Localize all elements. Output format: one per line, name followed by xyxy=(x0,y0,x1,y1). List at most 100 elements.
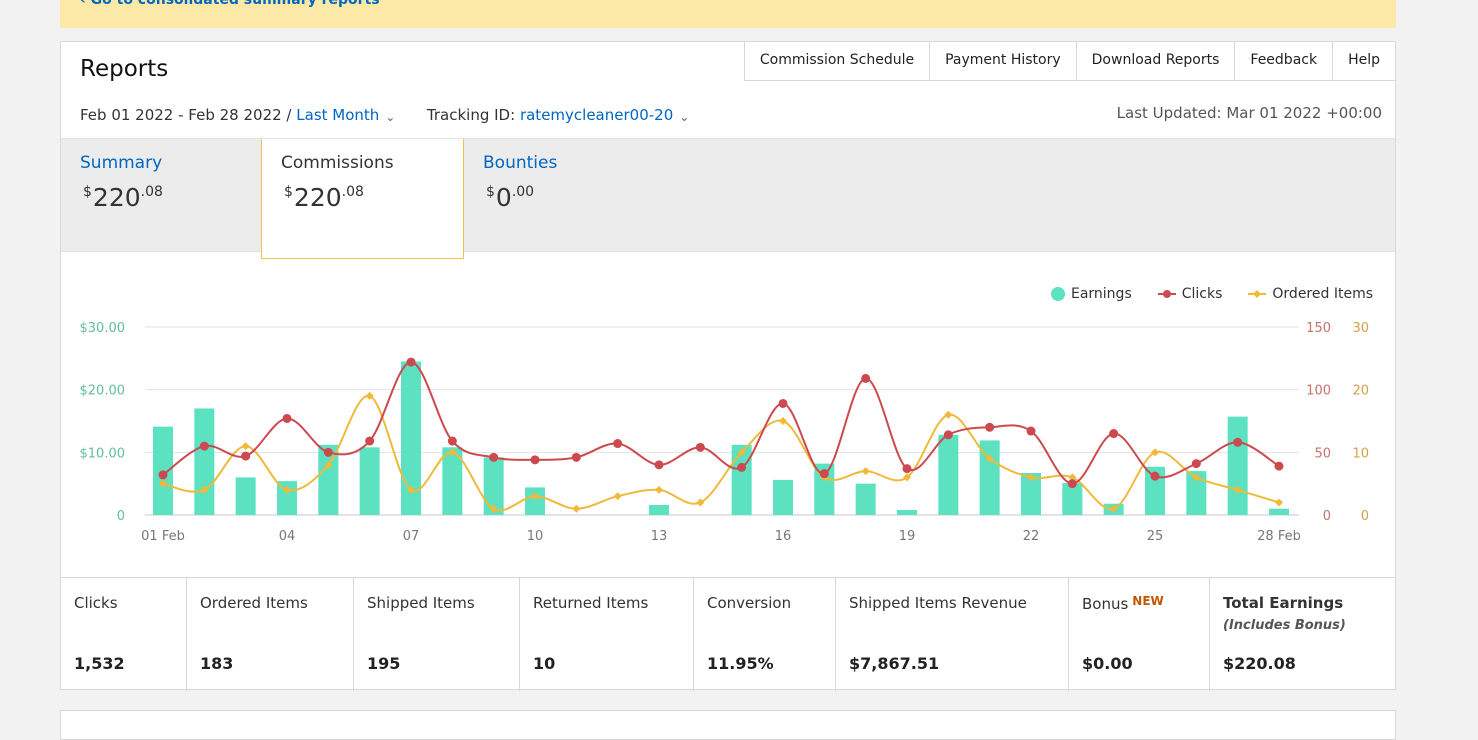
earnings-bar xyxy=(442,447,463,515)
nav-commission-schedule[interactable]: Commission Schedule xyxy=(745,42,931,80)
ordered-items-point xyxy=(489,504,498,513)
ordered-items-point xyxy=(696,498,705,507)
clicks-point xyxy=(1191,459,1201,469)
page-title: Reports xyxy=(80,56,169,82)
clicks-point xyxy=(861,373,871,383)
ordered-items-point xyxy=(1233,485,1242,494)
left-axis-tick: $20.00 xyxy=(80,384,126,399)
consolidated-banner: ‹ Go to consolidated summary reports xyxy=(60,0,1396,28)
clicks-point xyxy=(613,439,623,449)
clicks-point xyxy=(406,357,416,367)
stat-total-earnings: Total Earnings (Includes Bonus) $220.08 xyxy=(1223,594,1346,673)
clicks-point xyxy=(985,422,995,432)
ordered-items-point xyxy=(200,485,209,494)
right-axis-items-tick: 0 xyxy=(1361,509,1369,524)
ordered-items-point xyxy=(985,454,994,463)
chevron-down-icon: ⌄ xyxy=(385,110,396,124)
tab-label: Commissions xyxy=(281,153,394,173)
ordered-items-point xyxy=(861,467,870,476)
earnings-bar xyxy=(979,440,1000,515)
tab-bounties[interactable]: Bounties $0.00 xyxy=(464,139,664,253)
clicks-point xyxy=(819,469,829,479)
ordered-items-point xyxy=(324,460,333,469)
legend-ordered-items[interactable]: Ordered Items xyxy=(1248,286,1373,302)
earnings-bar xyxy=(773,479,793,515)
earnings-bar xyxy=(525,487,545,515)
stat-shipped-revenue: Shipped Items Revenue $7,867.51 xyxy=(836,578,1069,691)
ordered-items-point xyxy=(283,485,291,494)
earnings-bar xyxy=(1227,416,1248,515)
ordered-items-point xyxy=(903,473,911,482)
right-axis-clicks-tick: 150 xyxy=(1306,321,1331,336)
ordered-items-point xyxy=(613,492,622,501)
earnings-bar xyxy=(318,444,339,515)
clicks-point xyxy=(902,464,912,474)
x-axis-tick: 19 xyxy=(899,529,916,544)
legend-clicks[interactable]: Clicks xyxy=(1157,286,1222,302)
earnings-bar xyxy=(194,408,215,515)
left-axis-tick: $30.00 xyxy=(80,321,126,336)
report-tabs: Summary $220.08 Commissions $220.08 Boun… xyxy=(61,138,1395,259)
x-axis-tick: 16 xyxy=(775,529,792,544)
clicks-point xyxy=(1233,437,1243,447)
tab-commissions[interactable]: Commissions $220.08 xyxy=(261,139,464,259)
consolidated-summary-link[interactable]: ‹ Go to consolidated summary reports xyxy=(80,0,380,8)
x-axis-tick: 01 Feb xyxy=(141,529,185,544)
ordered-items-point xyxy=(655,485,663,494)
filter-row: Feb 01 2022 - Feb 28 2022 / Last Month ⌄ … xyxy=(80,106,689,124)
top-nav: Commission Schedule Payment History Down… xyxy=(743,42,1395,81)
stat-conversion: Conversion 11.95% xyxy=(694,578,836,691)
earnings-bar xyxy=(855,483,876,515)
clicks-point xyxy=(571,452,581,462)
earnings-bar xyxy=(1186,471,1207,515)
ordered-items-point xyxy=(572,504,581,513)
clicks-point xyxy=(489,452,499,462)
date-preset-label: Last Month xyxy=(296,106,380,124)
earnings-bar xyxy=(649,504,669,515)
earnings-bar xyxy=(1269,508,1289,515)
tab-label: Summary xyxy=(80,153,163,173)
ordered-items-point xyxy=(531,492,539,501)
ordered-items-point xyxy=(159,479,167,488)
clicks-point xyxy=(654,460,664,470)
ordered-items-point xyxy=(1027,473,1035,482)
clicks-point xyxy=(199,441,209,451)
tab-summary[interactable]: Summary $220.08 xyxy=(61,139,261,253)
right-axis-clicks-tick: 50 xyxy=(1314,446,1331,461)
legend-earnings[interactable]: Earnings xyxy=(1050,286,1132,302)
earnings-bar xyxy=(235,477,256,515)
x-axis-tick: 10 xyxy=(527,529,544,544)
date-preset-dropdown[interactable]: Last Month ⌄ xyxy=(296,106,400,124)
ordered-items-point xyxy=(1192,473,1201,482)
tab-amount: $220.08 xyxy=(83,183,163,212)
ordered-items-point xyxy=(1151,448,1159,457)
nav-feedback[interactable]: Feedback xyxy=(1235,42,1334,80)
last-updated: Last Updated: Mar 01 2022 +00:00 xyxy=(1116,104,1382,122)
stat-clicks: Clicks 1,532 xyxy=(61,578,187,691)
x-axis-tick: 13 xyxy=(651,529,668,544)
ordered-items-point xyxy=(1068,473,1077,482)
ordered-items-point xyxy=(241,442,250,451)
clicks-point xyxy=(737,462,747,472)
chart-legend: Earnings Clicks Ordered Items xyxy=(1050,286,1373,302)
earnings-bar xyxy=(938,434,959,515)
earnings-bar xyxy=(401,361,421,515)
x-axis-tick: 07 xyxy=(403,529,420,544)
x-axis-tick: 04 xyxy=(279,529,296,544)
x-axis-tick: 28 Feb xyxy=(1257,529,1301,544)
nav-download-reports[interactable]: Download Reports xyxy=(1077,42,1236,80)
earnings-bar xyxy=(897,509,917,515)
stat-returned-items: Returned Items 10 xyxy=(520,578,694,691)
nav-help[interactable]: Help xyxy=(1348,52,1380,68)
ordered-items-point xyxy=(1109,504,1118,513)
ordered-items-point xyxy=(737,448,746,457)
clicks-point xyxy=(282,413,292,423)
clicks-point xyxy=(158,470,168,480)
right-axis-items-tick: 20 xyxy=(1352,384,1369,399)
clicks-point xyxy=(241,451,251,461)
clicks-point xyxy=(323,447,333,457)
nav-payment-history[interactable]: Payment History xyxy=(930,42,1077,80)
earnings-bar xyxy=(1062,483,1083,515)
tracking-id-dropdown[interactable]: ratemycleaner00-20 ⌄ xyxy=(520,106,689,124)
stat-bonus: Bonus NEW $0.00 xyxy=(1069,578,1210,691)
